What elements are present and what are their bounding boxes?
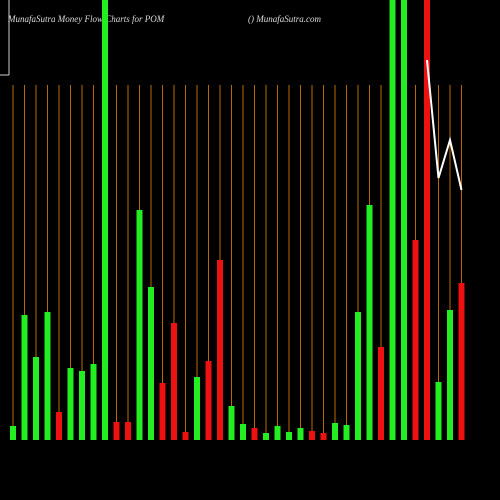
bars — [10, 0, 465, 440]
bar — [125, 422, 131, 440]
chart-title: MunafaSutra Money Flow Charts for POM — [7, 14, 165, 24]
bar — [389, 0, 396, 440]
bar — [447, 310, 453, 440]
bar — [412, 240, 419, 440]
bar — [378, 347, 384, 440]
bar — [435, 382, 442, 440]
bar — [67, 368, 74, 440]
bar — [182, 432, 189, 440]
bar — [56, 412, 62, 440]
bar — [136, 210, 143, 440]
bar — [274, 426, 281, 440]
bar — [205, 361, 212, 440]
bar — [320, 433, 327, 440]
bar — [343, 425, 350, 440]
bar — [309, 431, 315, 440]
bar — [79, 371, 85, 440]
bar — [401, 0, 407, 440]
bar — [332, 423, 338, 440]
bar — [240, 424, 246, 440]
bar — [33, 357, 39, 440]
bar — [355, 312, 361, 440]
bar — [424, 0, 430, 440]
bar — [10, 426, 16, 440]
bar — [366, 205, 373, 440]
bar — [148, 287, 154, 440]
bar — [171, 323, 177, 440]
bar — [90, 364, 97, 440]
bar — [297, 428, 304, 440]
bar — [217, 260, 223, 440]
chart-subtitle: () MunafaSutra.com — [248, 14, 321, 24]
bar — [458, 283, 465, 440]
bar — [228, 406, 235, 440]
bar — [159, 383, 166, 440]
bar — [44, 312, 51, 440]
bar — [21, 315, 28, 440]
money-flow-line — [426, 59, 463, 191]
bar — [251, 428, 258, 440]
bar — [102, 0, 108, 440]
lines — [426, 59, 463, 191]
bar — [194, 377, 200, 440]
bar — [263, 433, 269, 440]
bar — [113, 422, 120, 440]
bar — [286, 432, 292, 440]
